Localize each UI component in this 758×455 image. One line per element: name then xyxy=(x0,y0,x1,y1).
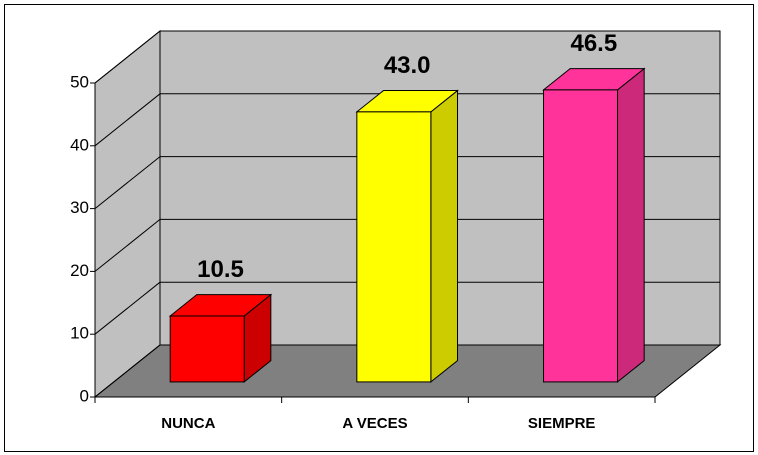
value-label: 46.5 xyxy=(570,30,617,57)
y-tick-label: 30 xyxy=(70,198,89,217)
x-tick-label: A VECES xyxy=(342,415,407,432)
y-tick-label: 40 xyxy=(70,135,89,154)
grid-line xyxy=(94,93,161,147)
y-tick-label: 0 xyxy=(80,386,89,405)
x-tick-label: NUNCA xyxy=(161,415,215,432)
grid-line xyxy=(94,30,161,84)
bar xyxy=(356,111,432,383)
grid-line xyxy=(94,156,161,209)
side-wall xyxy=(94,29,161,399)
y-tick-label: 10 xyxy=(70,324,89,343)
y-tick-label: 50 xyxy=(70,72,89,91)
grid-line xyxy=(94,281,161,335)
bar-side xyxy=(430,89,458,383)
value-label: 10.5 xyxy=(197,256,244,283)
grid-line xyxy=(94,344,161,398)
x-tick-label: SIEMPRE xyxy=(528,415,596,432)
bar-side xyxy=(617,67,645,383)
bar xyxy=(543,89,619,383)
bar xyxy=(169,315,245,383)
y-tick-label: 20 xyxy=(70,261,89,280)
value-label: 43.0 xyxy=(384,52,431,79)
grid-line xyxy=(94,219,161,272)
